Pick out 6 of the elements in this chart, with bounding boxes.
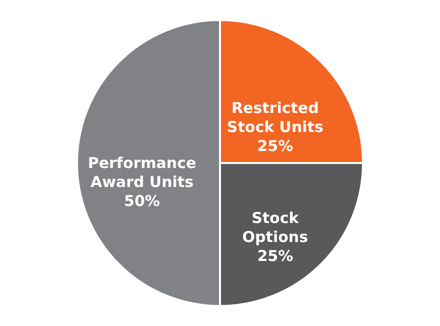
slice-label: Performance Award Units	[88, 154, 196, 191]
data-label: 25%	[257, 136, 294, 155]
slice-label: Stock Options	[242, 209, 308, 246]
slice-label: Restricted Stock Units	[226, 98, 324, 136]
data-label: 25%	[257, 247, 294, 266]
data-label: 50%	[124, 192, 160, 210]
